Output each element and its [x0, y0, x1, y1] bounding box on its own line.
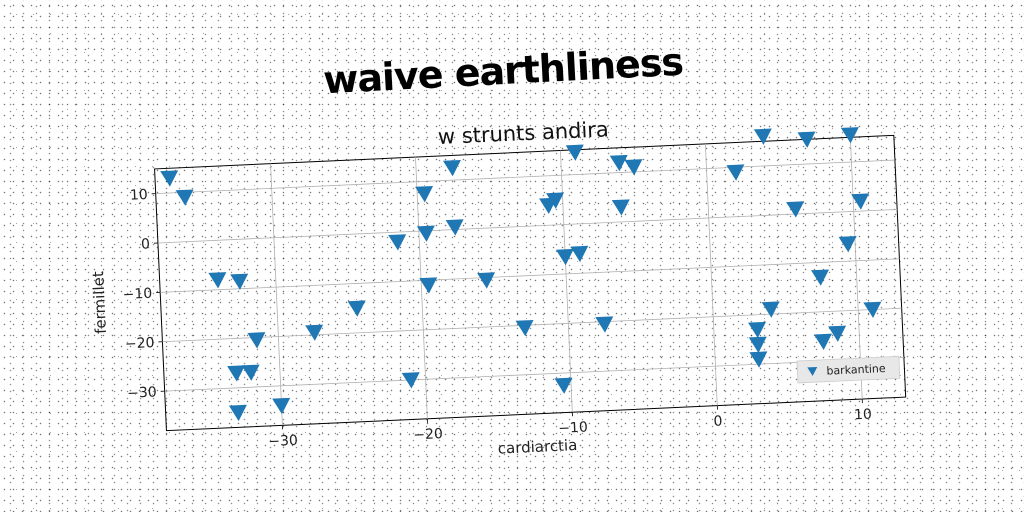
data-point	[813, 333, 832, 350]
y-gridline	[155, 159, 895, 195]
y-gridline	[160, 258, 900, 293]
data-point	[749, 351, 768, 368]
y-tick-label: −20	[125, 335, 155, 352]
x-axis-label: cardiarctia	[497, 436, 577, 458]
y-gridline	[157, 209, 898, 244]
y-axis-ticks: 10 0 −10 −20 −30	[122, 187, 165, 402]
data-point	[611, 199, 630, 216]
y-axis-label: fermillet	[89, 271, 110, 335]
data-point	[624, 159, 643, 176]
x-tick-label: −20	[413, 426, 443, 443]
x-tick-label: 0	[713, 413, 723, 429]
data-point	[419, 277, 438, 294]
data-markers	[160, 127, 882, 422]
data-point	[388, 234, 407, 251]
x-gridline	[270, 163, 283, 426]
data-point	[515, 319, 534, 337]
x-tick-label: 10	[854, 407, 873, 424]
x-tick-label: −10	[558, 420, 588, 437]
data-point	[863, 301, 882, 319]
legend-label: barkantine	[826, 362, 886, 378]
plot-frame	[154, 134, 907, 432]
data-point	[786, 201, 805, 218]
data-point	[241, 364, 260, 381]
legend-box	[796, 355, 901, 384]
x-gridline	[849, 137, 863, 400]
data-point	[227, 365, 246, 382]
data-point	[305, 324, 324, 341]
y-tick-label: −10	[122, 286, 152, 303]
data-point	[761, 301, 780, 318]
data-point	[546, 192, 565, 209]
data-point	[840, 127, 859, 144]
data-point	[811, 269, 830, 286]
data-point	[445, 219, 464, 236]
data-point	[415, 185, 434, 203]
data-point	[477, 272, 496, 289]
data-point	[570, 245, 589, 263]
data-point	[401, 372, 420, 389]
y-gridline	[162, 307, 902, 343]
data-point	[230, 273, 249, 290]
data-point	[748, 336, 767, 353]
legend-marker-icon	[807, 366, 818, 377]
data-point	[838, 236, 857, 253]
data-point	[247, 332, 266, 349]
y-tick-label: −30	[127, 385, 157, 402]
data-point	[726, 164, 745, 181]
data-point	[555, 248, 574, 266]
x-gridline	[704, 143, 718, 406]
data-point	[565, 144, 584, 161]
x-tick-label: −30	[268, 433, 298, 450]
y-tick-label: 0	[141, 236, 151, 252]
data-point	[595, 316, 614, 333]
data-point	[208, 272, 227, 289]
y-gridline	[164, 357, 904, 392]
y-tick-label: 10	[130, 187, 149, 204]
data-point	[554, 377, 573, 394]
data-point	[753, 128, 772, 145]
data-point	[416, 225, 435, 242]
data-point	[828, 325, 847, 342]
data-point	[851, 193, 870, 210]
data-point	[175, 189, 194, 206]
chart-subtitle: w strunts andira	[437, 117, 609, 149]
data-point	[609, 154, 628, 172]
data-point	[797, 131, 816, 148]
plot-area: w strunts andira −30 −20 −10 0 10 100−10−20−…	[89, 117, 907, 458]
legend: barkantine	[796, 355, 901, 384]
x-axis-ticks: −30 −20 −10 0 10	[268, 399, 873, 450]
data-point	[347, 300, 366, 317]
data-point	[160, 170, 179, 187]
gridlines	[155, 137, 904, 426]
data-point	[748, 321, 767, 339]
x-gridline	[415, 157, 428, 419]
chart-title: waive earthliness	[322, 40, 684, 103]
data-point	[442, 159, 461, 177]
data-point	[272, 397, 291, 415]
data-point	[228, 404, 247, 422]
